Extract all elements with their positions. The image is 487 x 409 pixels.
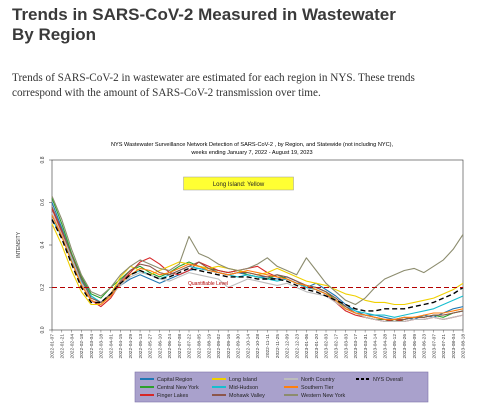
x-tick-label: 2022-06-10 xyxy=(157,334,163,359)
x-tick-label: 2022-05-27 xyxy=(148,334,154,359)
legend: Capital Region Central New York Finger Lak… xyxy=(134,371,429,403)
x-tick-label: 2023-04-14 xyxy=(373,334,379,359)
x-tick-label: 2023-01-20 xyxy=(314,334,320,359)
legend-label: Finger Lakes xyxy=(157,393,188,399)
y-tick-label: 0.2 xyxy=(40,284,46,291)
y-tick-label: 0.0 xyxy=(40,326,46,333)
x-tick-label: 2023-05-26 xyxy=(402,334,408,359)
legend-label: Mohawk Valley xyxy=(229,393,265,399)
x-tick-label: 2023-06-09 xyxy=(412,334,418,359)
legend-label: Capital Region xyxy=(157,377,192,383)
x-tick-label: 2023-08-18 xyxy=(461,334,467,359)
x-tick-label: 2023-01-06 xyxy=(304,334,310,359)
highlight-label: Long Island: Yellow xyxy=(213,182,265,188)
x-tick-label: 2022-02-04 xyxy=(69,334,75,359)
x-tick-label: 2022-03-18 xyxy=(99,334,105,359)
x-tick-label: 2023-02-03 xyxy=(324,334,330,359)
x-tick-label: 2022-06-24 xyxy=(167,334,173,359)
x-tick-label: 2023-04-28 xyxy=(382,334,388,359)
x-tick-label: 2022-05-13 xyxy=(138,334,144,359)
x-tick-label: 2022-04-01 xyxy=(108,334,114,359)
x-tick-label: 2023-07-21 xyxy=(441,334,447,359)
chart-title-line-2: weeks ending January 7, 2022 - August 19… xyxy=(190,150,312,156)
y-tick-label: 0.4 xyxy=(40,241,46,248)
intro-line-2: correspond with the amount of SARS-CoV-2… xyxy=(12,87,321,99)
x-tick-label: 2022-09-02 xyxy=(216,334,222,359)
y-tick-label: 0.6 xyxy=(40,199,46,206)
page-title-line-2: By Region xyxy=(12,25,97,44)
x-tick-label: 2023-06-23 xyxy=(422,334,428,359)
x-tick-label: 2022-07-08 xyxy=(177,334,183,359)
x-tick-label: 2022-12-23 xyxy=(294,334,300,359)
x-tick-label: 2022-07-22 xyxy=(187,334,193,359)
intro-paragraph: Trends of SARS-CoV-2 in wastewater are e… xyxy=(12,71,480,101)
legend-label: Western New York xyxy=(301,393,346,399)
legend-label: Central New York xyxy=(157,385,199,391)
x-tick-label: 2022-01-07 xyxy=(50,334,56,359)
legend-label: NYS Overall xyxy=(373,377,403,383)
x-tick-label: 2023-02-17 xyxy=(333,334,339,359)
x-tick-label: 2022-03-04 xyxy=(89,334,95,359)
legend-label: North Country xyxy=(301,377,335,383)
x-tick-label: 2023-03-31 xyxy=(363,334,369,359)
chart-title-line-1: NYS Wastewater Surveillance Network Dete… xyxy=(111,142,394,148)
x-tick-label: 2023-07-07 xyxy=(431,334,437,359)
x-tick-label: 2022-11-25 xyxy=(275,334,281,359)
x-tick-label: 2023-08-04 xyxy=(451,334,457,359)
x-tick-label: 2022-04-29 xyxy=(128,334,134,359)
x-tick-label: 2022-08-19 xyxy=(206,334,212,359)
x-tick-label: 2022-04-15 xyxy=(118,334,124,359)
x-tick-label: 2022-01-21 xyxy=(59,334,65,359)
legend-label: Southern Tier xyxy=(301,385,334,391)
series-line-western-new-york xyxy=(51,195,464,306)
x-tick-label: 2023-03-03 xyxy=(343,334,349,359)
intro-line-1: Trends of SARS-CoV-2 in wastewater are e… xyxy=(12,72,415,84)
legend-box xyxy=(134,371,429,403)
x-tick-label: 2022-02-18 xyxy=(79,334,85,359)
x-tick-label: 2022-10-14 xyxy=(245,334,251,359)
x-tick-label: 2022-09-30 xyxy=(236,334,242,359)
y-axis-label: INTENSITY xyxy=(16,231,22,258)
x-tick-label: 2022-10-28 xyxy=(255,334,261,359)
plot-area: 0.0 0.2 0.4 0.6 0.8 2022-01-07 2022-01-21 2022-… xyxy=(40,156,467,358)
x-tick-label: 2023-05-12 xyxy=(392,334,398,359)
x-tick-label: 2022-12-09 xyxy=(285,334,291,359)
x-tick-label: 2022-08-05 xyxy=(196,334,202,359)
series-line-nys-overall xyxy=(51,219,464,312)
legend-label: Mid-Hudson xyxy=(229,385,258,391)
series-line-north-country xyxy=(51,212,464,323)
y-tick-label: 0.8 xyxy=(40,156,46,163)
x-tick-label: 2023-03-17 xyxy=(353,334,359,359)
x-tick-label: 2022-11-11 xyxy=(265,334,271,358)
x-tick-label: 2022-09-16 xyxy=(226,334,232,359)
page-title: Trends in SARS-CoV-2 Measured in Wastewa… xyxy=(12,5,482,45)
page-title-line-1: Trends in SARS-CoV-2 Measured in Wastewa… xyxy=(12,5,396,24)
highlight-box xyxy=(183,176,294,191)
legend-label: Long Island xyxy=(229,377,257,383)
quantifiable-level-label: Quantifiable Level xyxy=(188,281,228,287)
